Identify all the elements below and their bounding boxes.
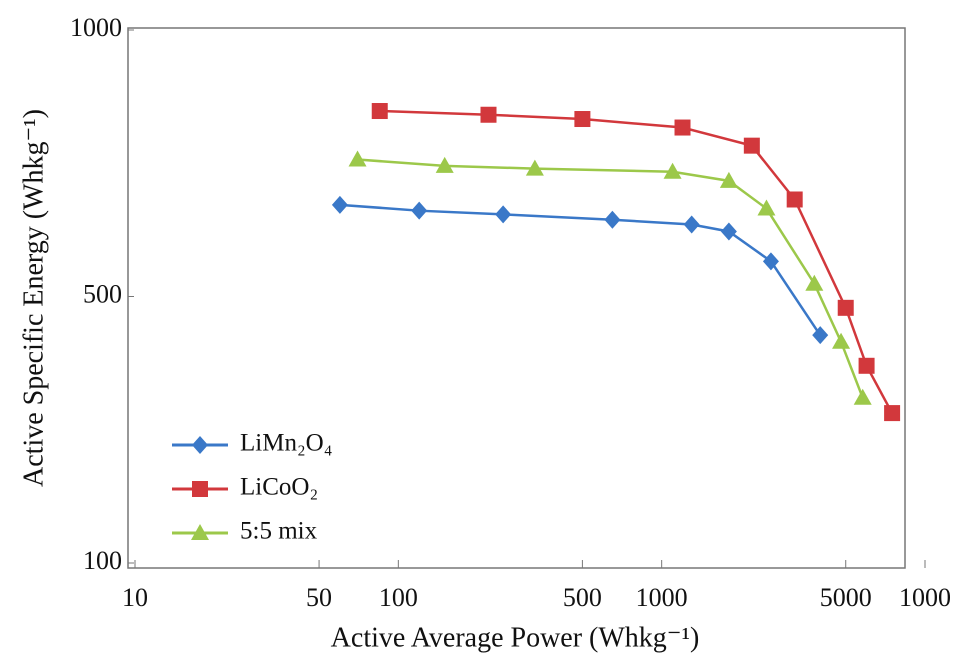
marker: [411, 201, 428, 220]
x-tick-label: 1000: [636, 583, 688, 612]
y-tick-label: 1000: [70, 13, 122, 42]
marker: [480, 106, 497, 123]
legend-text: LiMn₂O₄: [240, 430, 332, 457]
series-line: [379, 109, 894, 414]
x-tick-label: 500: [563, 583, 602, 612]
marker: [495, 205, 512, 224]
series-line: [339, 203, 822, 336]
marker: [191, 524, 209, 540]
marker: [435, 156, 454, 173]
marker: [858, 357, 875, 374]
marker: [348, 150, 367, 167]
marker: [720, 222, 737, 241]
legend-text: 5:5 mix: [240, 518, 318, 545]
marker: [812, 326, 829, 345]
marker: [604, 210, 621, 229]
marker: [574, 111, 591, 128]
marker: [371, 103, 388, 120]
marker: [331, 195, 348, 214]
marker: [786, 191, 803, 208]
x-axis-title: Active Average Power (Whkg⁻¹): [331, 622, 700, 653]
marker: [805, 274, 824, 291]
x-tick-label: 100: [379, 583, 418, 612]
marker: [884, 405, 901, 422]
legend-text: LiCoO₂: [240, 474, 318, 501]
marker: [683, 215, 700, 234]
x-tick-label: 10: [122, 583, 148, 612]
plot-frame: [127, 27, 906, 569]
x-tick-label: 1000: [899, 583, 951, 612]
y-tick-label: 100: [83, 546, 122, 575]
marker: [832, 332, 851, 349]
x-tick-label: 5000: [820, 583, 872, 612]
marker: [663, 162, 682, 179]
marker: [719, 171, 738, 188]
marker: [762, 252, 779, 271]
marker: [192, 481, 208, 497]
y-tick-label: 500: [83, 279, 122, 308]
marker: [192, 436, 208, 454]
marker: [757, 199, 776, 216]
marker: [743, 137, 760, 154]
marker: [837, 299, 854, 316]
x-tick-label: 50: [306, 583, 332, 612]
marker: [525, 159, 544, 176]
y-axis-title: Active Specific Energy (Whkg⁻¹): [18, 109, 49, 487]
marker: [674, 119, 691, 136]
marker: [853, 388, 872, 405]
